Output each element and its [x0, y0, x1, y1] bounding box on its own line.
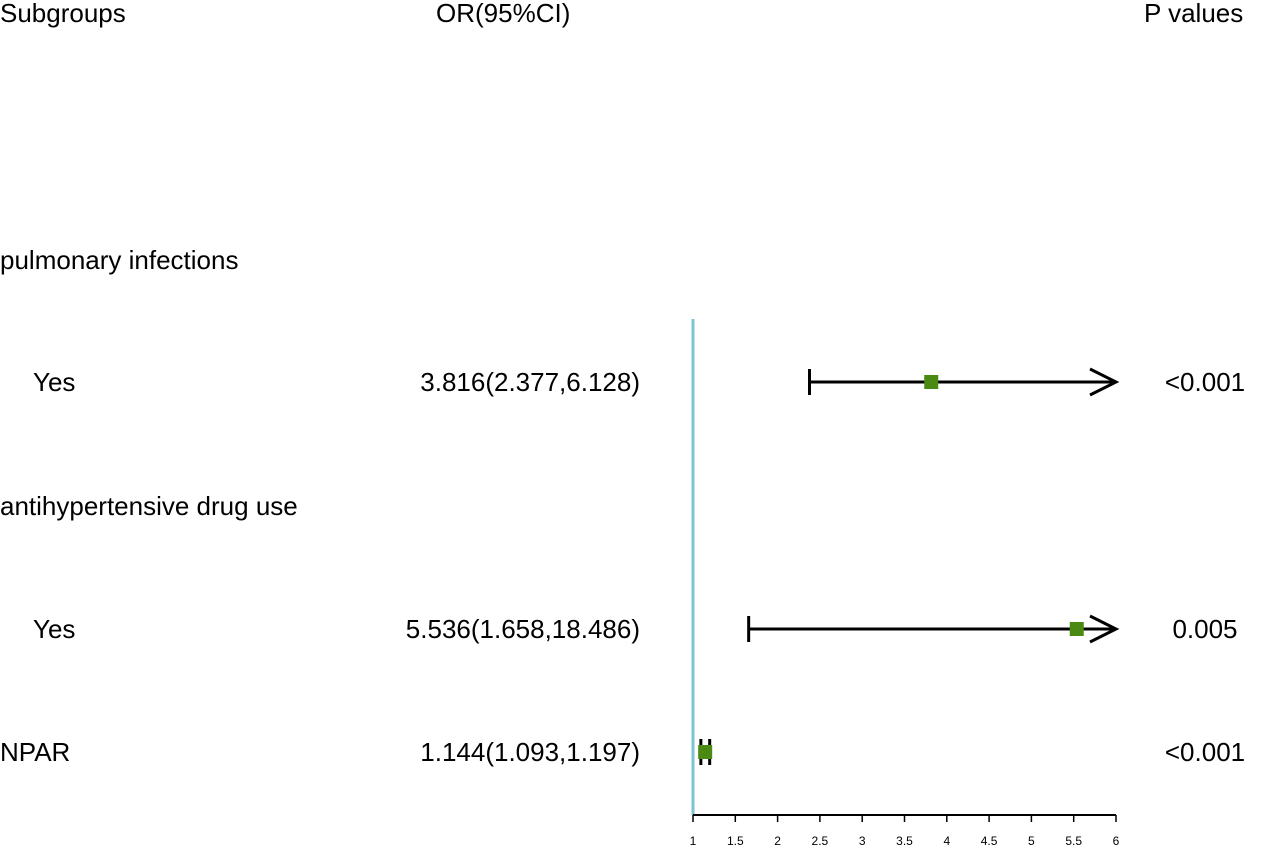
row-p-value: 0.005	[1172, 614, 1238, 644]
row-or-ci: 5.536(1.658,18.486)	[405, 614, 640, 644]
x-tick-label: 5.5	[1065, 834, 1082, 847]
row-or-ci: 1.144(1.093,1.197)	[420, 737, 640, 767]
ci-upper-arrow	[1089, 614, 1120, 644]
x-tick-label: 2.5	[812, 834, 829, 847]
row-group-label: antihypertensive drug use	[0, 491, 298, 521]
row-label: NPAR	[0, 737, 71, 767]
x-tick-label: 3	[859, 834, 866, 847]
or-point	[1069, 622, 1084, 636]
x-tick-label: 3.5	[896, 834, 913, 847]
x-tick-label: 4	[943, 834, 950, 847]
row-p-value: <0.001	[1164, 367, 1246, 397]
x-tick-label: 6	[1113, 834, 1120, 847]
row-label: Yes	[33, 367, 76, 397]
or-point	[698, 745, 713, 759]
header-or-ci: OR(95%CI)	[436, 0, 571, 28]
x-tick-label: 1.5	[727, 834, 744, 847]
ci-upper-arrow	[1089, 367, 1120, 397]
header-p-values: P values	[1144, 0, 1244, 28]
x-tick-label: 4.5	[981, 834, 998, 847]
header-subgroups: Subgroups	[0, 0, 126, 28]
row-p-value: <0.001	[1164, 737, 1246, 767]
x-tick-label: 1	[690, 834, 697, 847]
x-tick-label: 2	[774, 834, 781, 847]
row-group-label: pulmonary infections	[0, 245, 239, 275]
row-label: Yes	[33, 614, 76, 644]
x-tick-label: 5	[1028, 834, 1035, 847]
or-point	[924, 375, 939, 389]
row-or-ci: 3.816(2.377,6.128)	[420, 367, 640, 397]
